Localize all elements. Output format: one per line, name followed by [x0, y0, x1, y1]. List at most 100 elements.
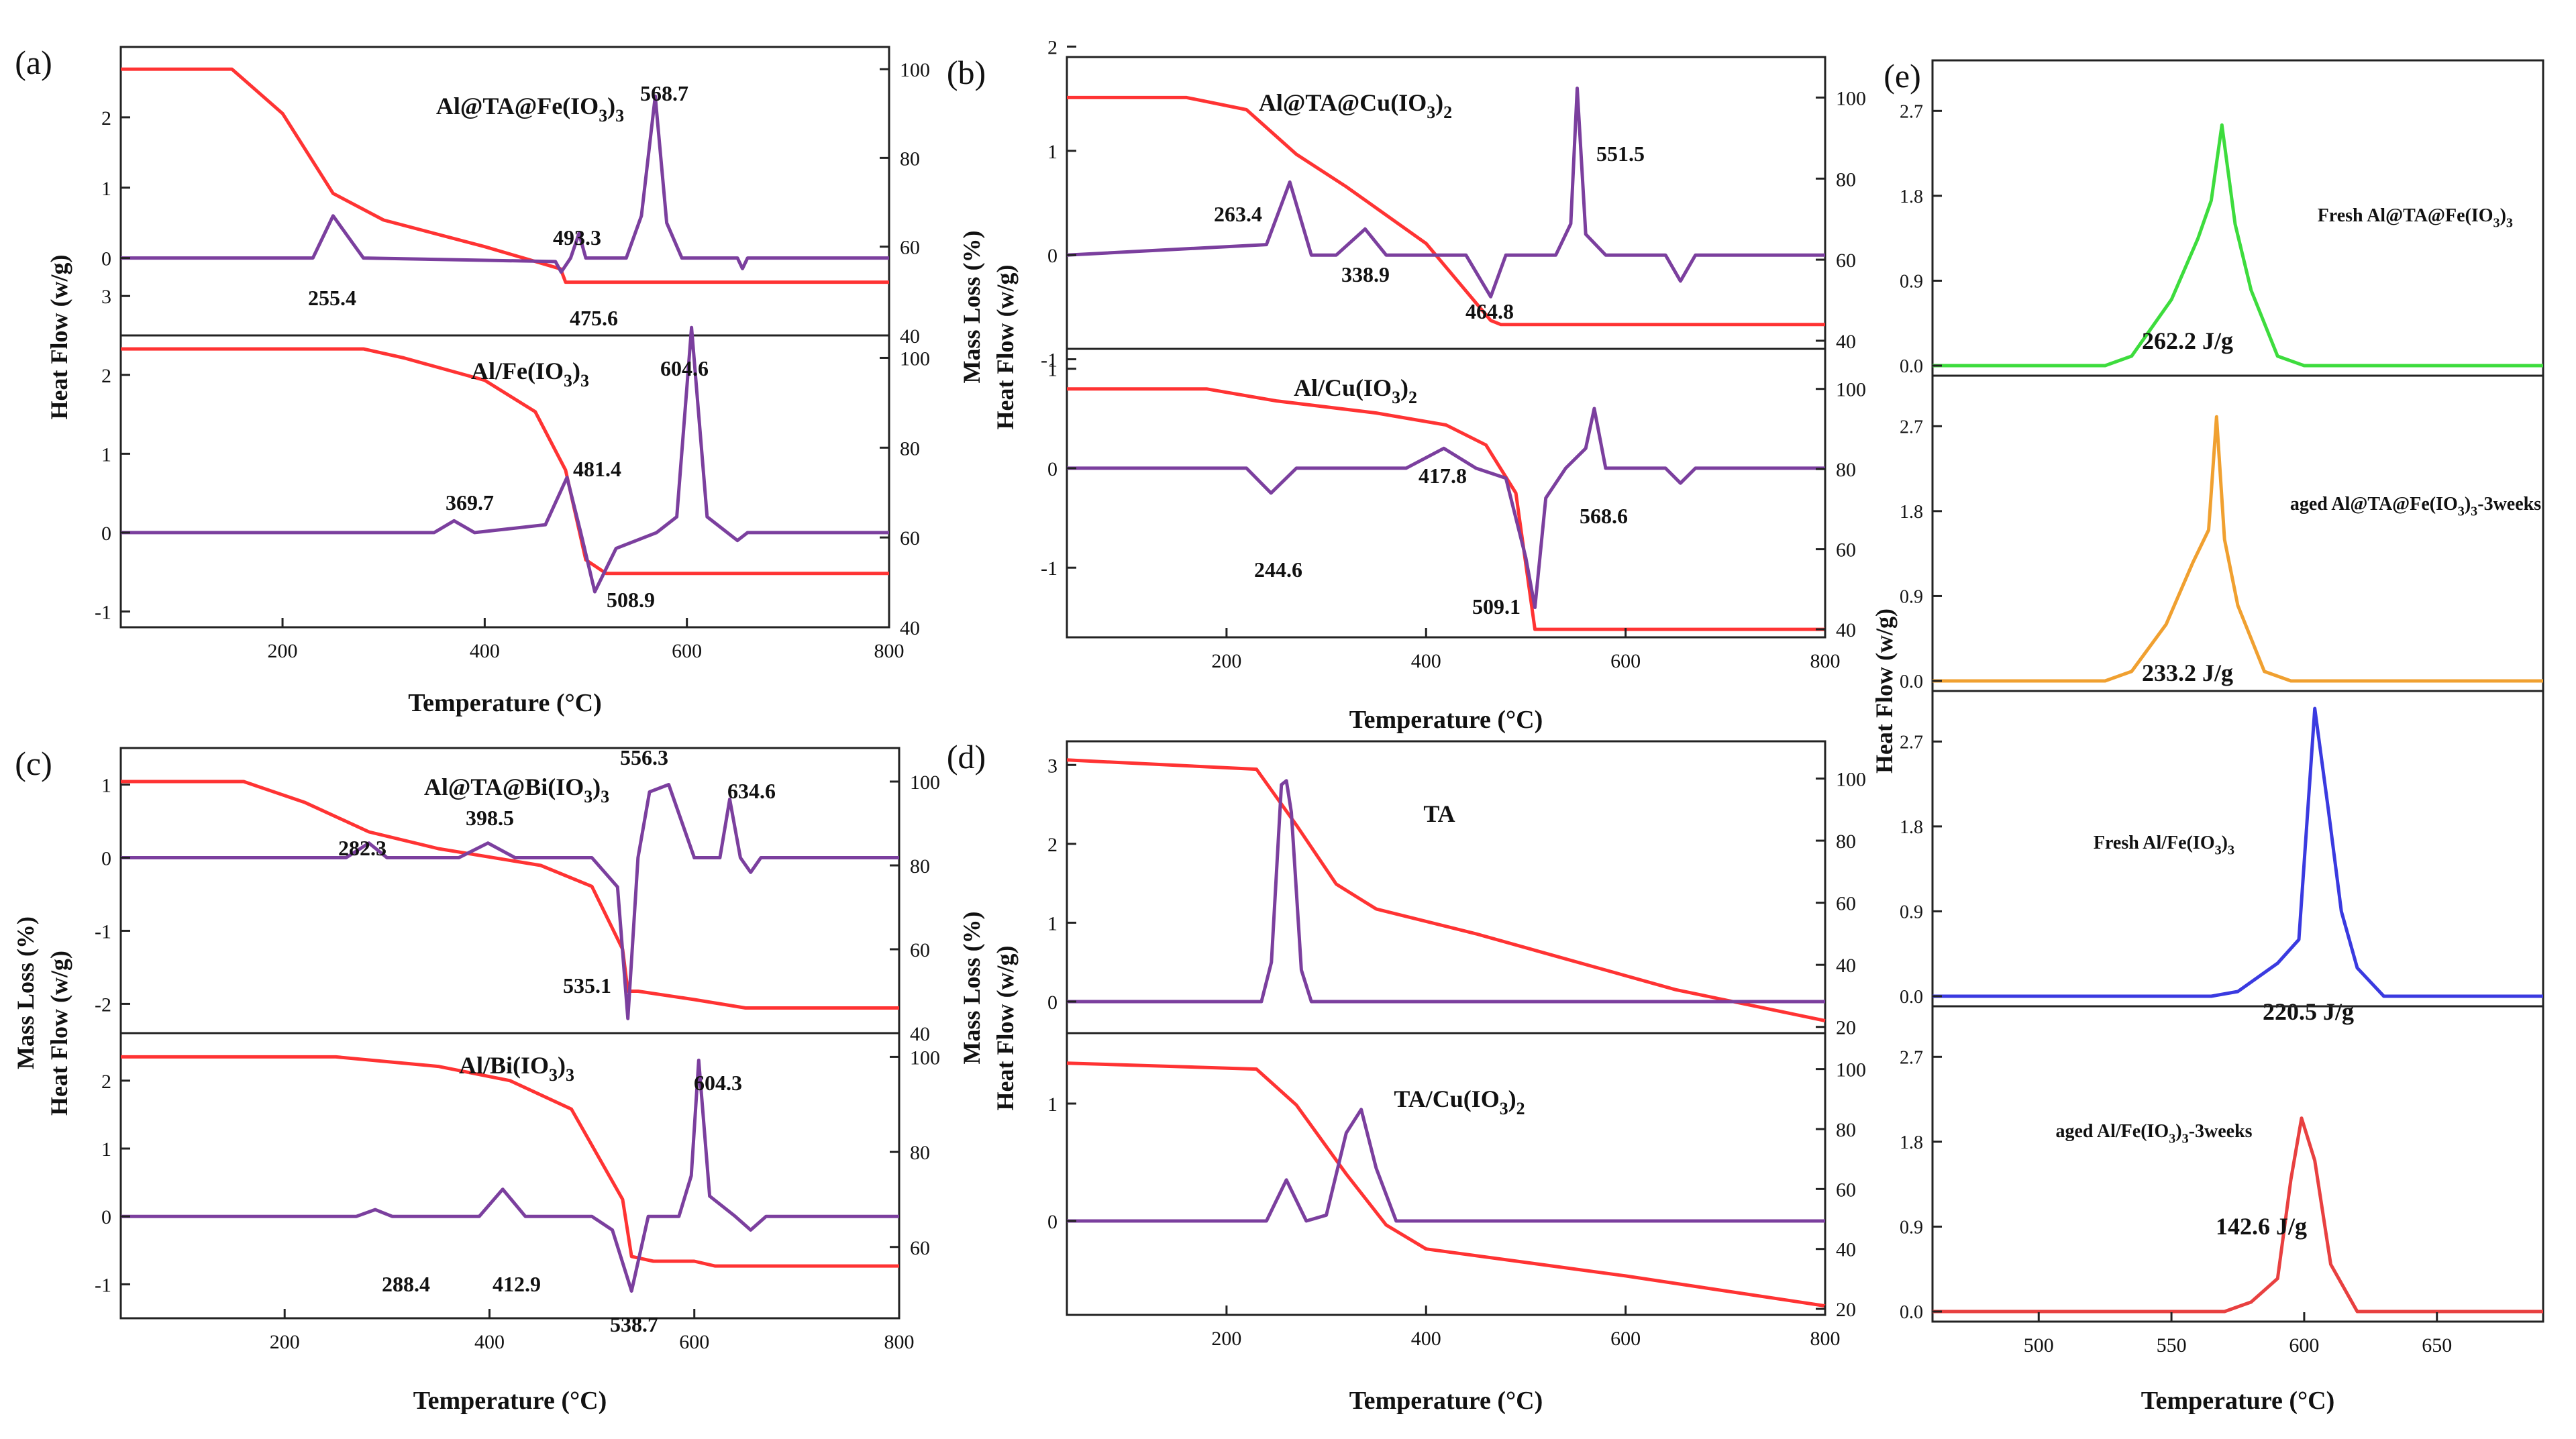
- panel-letter: (c): [15, 745, 52, 782]
- panel-1-x-tick-label: 200: [1211, 650, 1241, 672]
- panel-2-x-tick-label: 800: [884, 1331, 915, 1353]
- panel-2-x-tick-label: 400: [474, 1331, 505, 1353]
- panel-0-y-right-tick-label: 80: [900, 148, 920, 170]
- panel-1-y-right-tick-label: 40: [1836, 619, 1856, 641]
- peak-label: 634.6: [727, 779, 776, 803]
- panel-0-y-right-tick-label: 60: [900, 527, 920, 549]
- peak-label: 475.6: [570, 306, 618, 330]
- panel-3-y-right-tick-label: 80: [1836, 831, 1856, 853]
- panel-e-y-tick-label: 1.8: [1900, 817, 1923, 838]
- panel-0-y-left-tick-label: 2: [101, 365, 111, 387]
- panel-3-y-right-tick-label: 60: [1836, 893, 1856, 915]
- peak-label: 338.9: [1341, 262, 1390, 286]
- panel-0-x-tick-label: 600: [672, 640, 702, 662]
- panel-2-y-left-tick-label: 2: [101, 1071, 111, 1093]
- panel-e-y-tick-label: 0.9: [1900, 1217, 1923, 1238]
- panel-0-y-left-tick-label: 0: [101, 523, 111, 545]
- panel-3-y-right-tick-label: 100: [1836, 769, 1866, 791]
- mass-loss-line: [1066, 758, 1826, 1022]
- y-axis-title-left: Heat Flow (w/g): [46, 951, 72, 1116]
- panel-1-y-left-tick-label: 1: [1047, 359, 1058, 381]
- plot-frame: [119, 1032, 900, 1320]
- panel-3-y-right-tick-label: 40: [1836, 1239, 1856, 1261]
- plot-frame: [1066, 740, 1826, 1034]
- panel-e-y-tick-label: 0.9: [1900, 586, 1923, 607]
- panel-e-y-tick-label: 2.7: [1900, 101, 1923, 122]
- panel-2-y-right-tick-label: 80: [910, 1142, 930, 1164]
- dsc-curve: [1933, 415, 2543, 683]
- panel-2-y-left-tick-label: 0: [101, 847, 111, 869]
- panel-1-y-right-tick-label: 100: [1836, 379, 1866, 401]
- plot-frame: [119, 46, 890, 337]
- panel-3-y-right-tick-label: 20: [1836, 1299, 1856, 1321]
- panel-e-y-tick-label: 1.8: [1900, 186, 1923, 207]
- panel-3-y-left-tick-label: 1: [1047, 1094, 1058, 1116]
- panel-0-y-right-tick-label: 100: [900, 59, 930, 81]
- heat-flow-line: [1066, 87, 1825, 299]
- mass-loss-line: [121, 67, 889, 284]
- sample-label: aged Al/Fe(IO3)3-3weeks: [2055, 1121, 2252, 1146]
- y-axis-title-left: Heat Flow (w/g): [46, 255, 72, 420]
- plot-frame: [1066, 348, 1826, 639]
- y-axis-title-mass: Mass Loss (%): [958, 911, 985, 1064]
- panel-2-y-left-tick-label: -1: [95, 1274, 111, 1296]
- mass-loss-line: [1066, 1061, 1826, 1308]
- panel-1-y-right-tick-label: 80: [1836, 459, 1856, 481]
- panel-e-y-tick-label: 0.0: [1900, 356, 1923, 377]
- panel-1-y-right-tick-label: 40: [1836, 331, 1856, 353]
- panel-e-x-tick-label: 650: [2422, 1334, 2452, 1356]
- sample-label: Al/Cu(IO3)2: [1294, 374, 1417, 407]
- reaction-energy-label: 262.2 J/g: [2142, 327, 2233, 354]
- peak-label: 556.3: [620, 745, 668, 769]
- panel-2-y-left-tick-label: -1: [95, 920, 111, 943]
- panel-3-y-left-tick-label: 0: [1047, 1211, 1058, 1233]
- peak-label: 417.8: [1419, 464, 1467, 488]
- heat-flow-line: [1067, 1108, 1825, 1223]
- heat-flow-line: [121, 325, 889, 594]
- panel-2-x-tick-label: 200: [270, 1331, 300, 1353]
- panel-letter: (b): [947, 54, 986, 91]
- peak-label: 412.9: [493, 1272, 541, 1296]
- mass-loss-line: [1067, 95, 1825, 327]
- mass-loss-line: [121, 347, 889, 576]
- peak-label: 568.6: [1580, 504, 1628, 528]
- sample-label: Fresh Al/Fe(IO3)3: [2094, 833, 2234, 857]
- dsc-curve: [1933, 706, 2543, 998]
- panel-0-y-right-tick-label: 80: [900, 437, 920, 460]
- panel-3-x-tick-label: 200: [1211, 1328, 1241, 1350]
- panel-e-x-tick-label: 500: [2024, 1334, 2054, 1356]
- panel-1-y-left-tick-label: -1: [1041, 557, 1058, 580]
- panel-1-y-right-tick-label: 60: [1836, 250, 1856, 272]
- panel-1-y-right-tick-label: 80: [1836, 168, 1856, 191]
- panel-1-y-left-tick-label: 0: [1047, 458, 1058, 480]
- panel-1-y-right-tick-label: 60: [1836, 539, 1856, 562]
- sample-label: Al@TA@Cu(IO3)2: [1259, 89, 1452, 122]
- peak-label: 369.7: [446, 490, 494, 515]
- panel-0-y-left-tick-label: 1: [101, 178, 111, 200]
- panel-e-y-tick-label: 0.0: [1900, 1302, 1923, 1323]
- panel-e-y-tick-label: 2.7: [1900, 1047, 1923, 1068]
- sample-label: Al@TA@Fe(IO3)3: [436, 93, 624, 125]
- mass-loss-line: [121, 1055, 899, 1268]
- panel-3-y-right-tick-label: 40: [1836, 955, 1856, 977]
- x-axis-title: Temperature (°C): [1349, 706, 1543, 734]
- panel-0-y-left-tick-label: -1: [95, 601, 111, 623]
- y-axis-title-mass: Mass Loss (%): [12, 916, 39, 1069]
- x-axis-title: Temperature (°C): [2141, 1387, 2335, 1415]
- panel-e-y-tick-label: 0.9: [1900, 902, 1923, 922]
- panel-letter: (a): [15, 44, 52, 81]
- panel-3-y-left-tick-label: 0: [1047, 992, 1058, 1014]
- peak-label: 398.5: [466, 806, 514, 830]
- panel-1-y-left-tick-label: 1: [1047, 141, 1058, 163]
- panel-0-y-right-tick-label: 60: [900, 237, 920, 259]
- y-axis-title-left: Heat Flow (w/g): [1871, 608, 1898, 774]
- peak-label: 604.3: [694, 1071, 742, 1095]
- y-axis-title-left: Heat Flow (w/g): [992, 946, 1019, 1111]
- panel-e-y-tick-label: 0.0: [1900, 672, 1923, 692]
- panel-3-y-right-tick-label: 60: [1836, 1179, 1856, 1201]
- panel-1-y-left-tick-label: -1: [1041, 350, 1058, 372]
- panel-0-y-right-tick-label: 40: [900, 617, 920, 639]
- y-axis-title-mass: Mass Loss (%): [958, 230, 985, 383]
- panel-2-y-left-tick-label: 1: [101, 1138, 111, 1161]
- peak-label: 551.5: [1596, 142, 1645, 166]
